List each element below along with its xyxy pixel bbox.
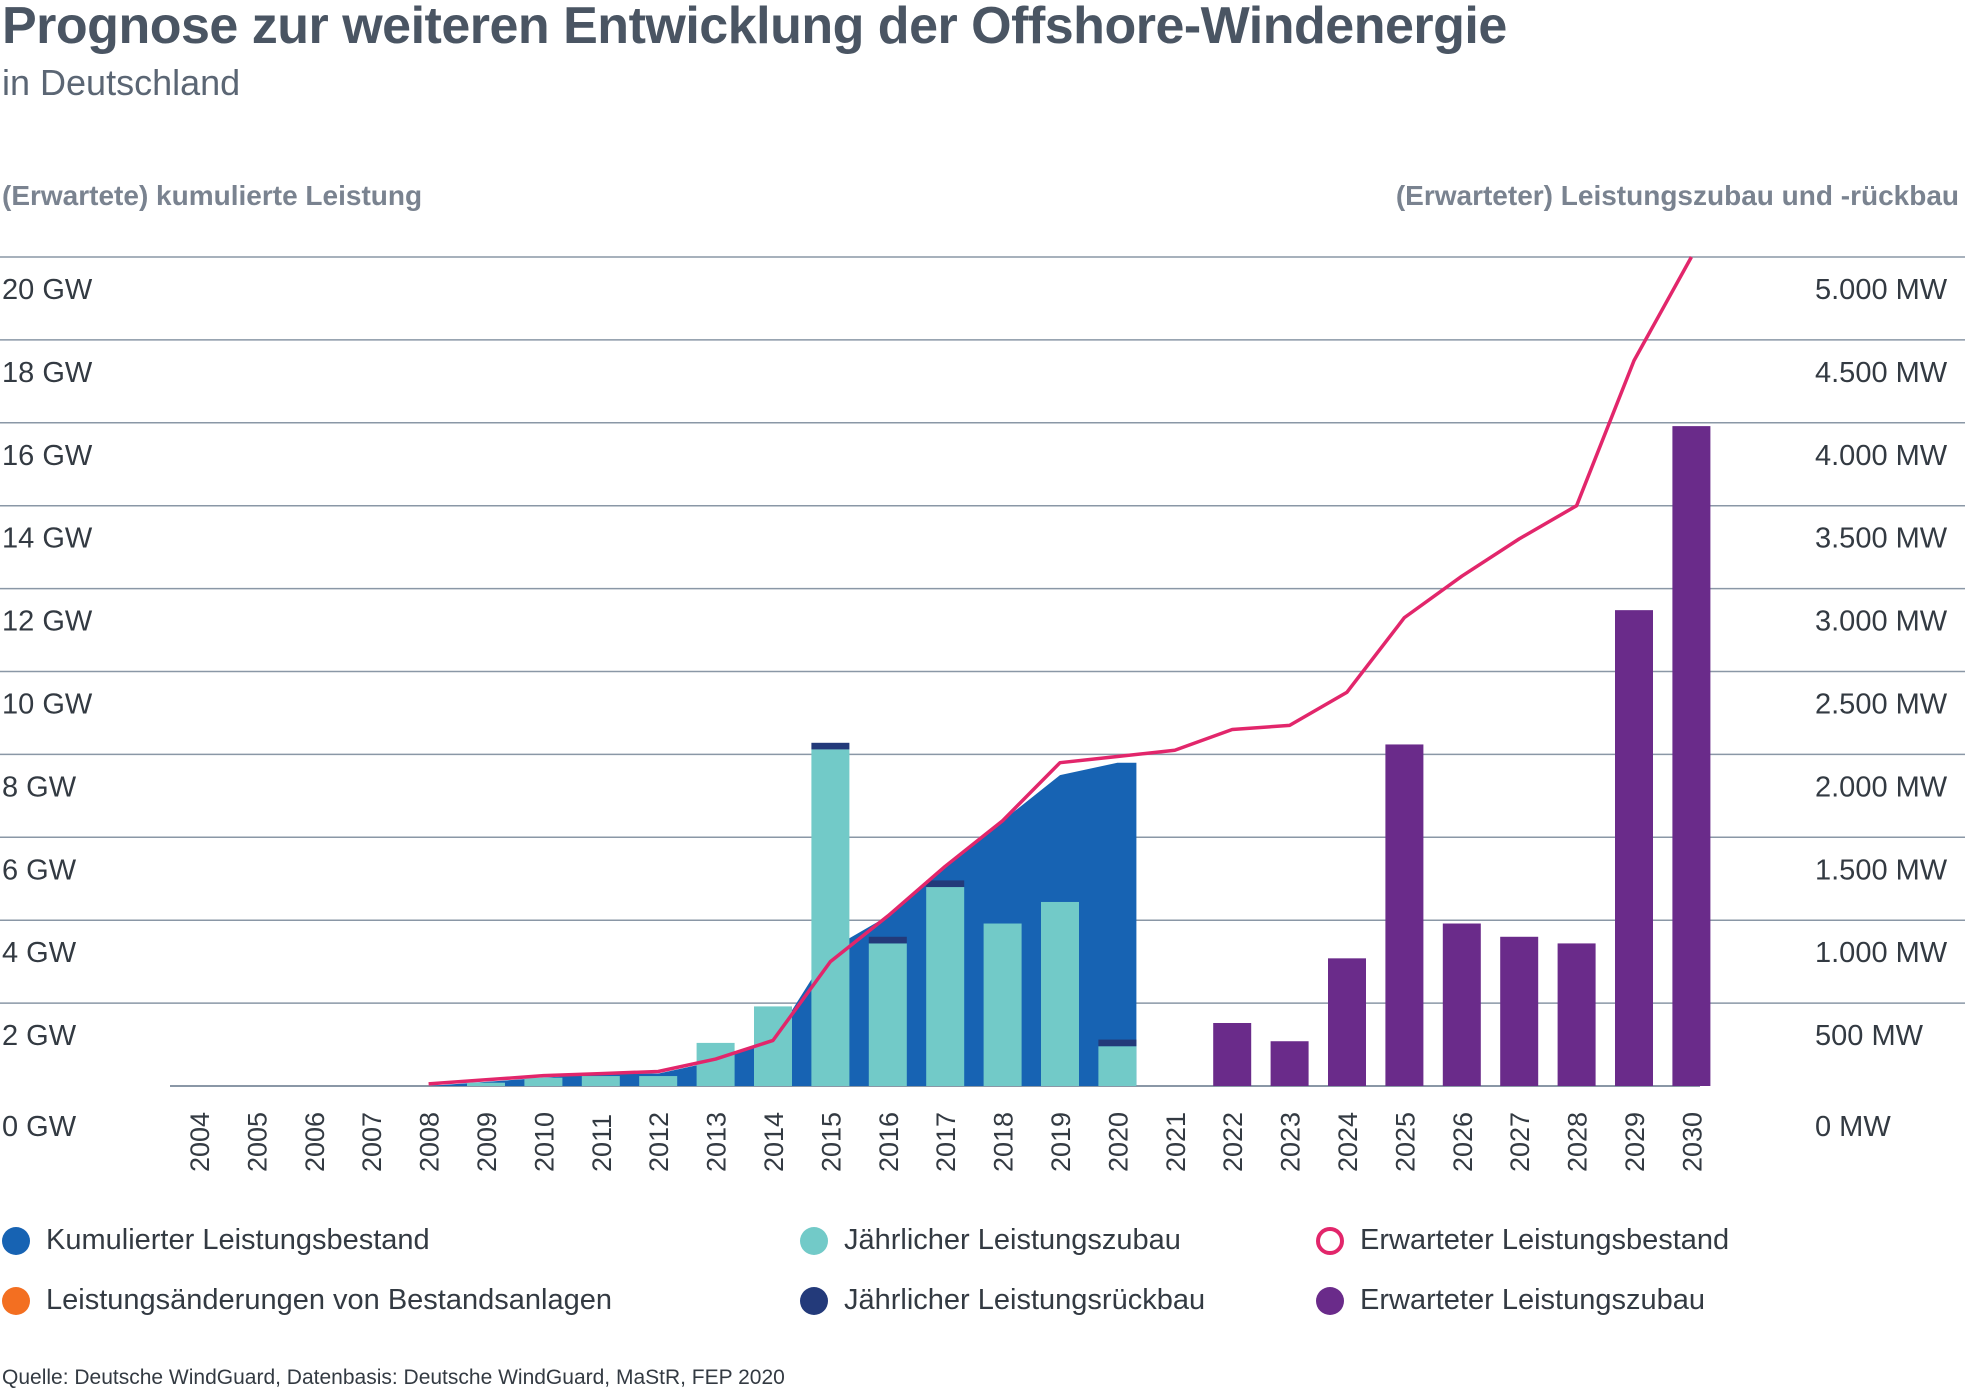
x-tick-label: 2016 [874, 1112, 904, 1172]
right-tick-label: 5.000 MW [1815, 274, 1948, 306]
x-tick-label: 2006 [300, 1112, 330, 1172]
legend-item-expected-additions: Erwarteter Leistungszubau [1316, 1284, 1705, 1317]
annual-addition-bar [581, 1076, 620, 1086]
annual-addition-bar [639, 1076, 678, 1086]
left-tick-label: 6 GW [2, 854, 77, 886]
expected-addition-bar [1213, 1022, 1252, 1086]
legend-marker-cumulative [2, 1226, 30, 1255]
legend-marker-annual-decommissioning [800, 1286, 828, 1315]
annual-addition-bar [524, 1077, 563, 1086]
legend-item-annual-decommissioning: Jährlicher Leistungsrückbau [800, 1284, 1205, 1317]
annual-decommissioning-bar [1098, 1039, 1137, 1047]
x-tick-label: 2024 [1333, 1112, 1363, 1172]
right-tick-label: 1.500 MW [1815, 854, 1948, 886]
right-tick-label: 3.000 MW [1815, 606, 1948, 638]
annual-addition-bar [811, 749, 850, 1086]
annual-addition-bar [926, 887, 965, 1086]
x-tick-label: 2022 [1218, 1112, 1248, 1172]
x-tick-label: 2017 [931, 1112, 961, 1172]
legend-item-changes-existing: Leistungsänderungen von Bestandsanlagen [2, 1284, 612, 1317]
left-tick-label: 2 GW [2, 1020, 77, 1052]
expected-stock-line [428, 256, 1693, 1086]
x-tick-label: 2008 [415, 1112, 445, 1172]
annual-addition-bar [868, 943, 907, 1086]
annual-decommissioning-bar [926, 880, 965, 888]
annual-decommissioning-bar [811, 742, 850, 750]
left-tick-label: 18 GW [2, 357, 93, 389]
left-tick-label: 0 GW [2, 1111, 77, 1143]
annual-addition-bar [1098, 1046, 1137, 1086]
x-tick-label: 2019 [1046, 1112, 1076, 1172]
right-axis-title: (Erwarteter) Leistungszubau und -rückbau [1395, 180, 1959, 211]
x-tick-label: 2027 [1505, 1112, 1535, 1172]
expected-addition-bar [1442, 923, 1481, 1086]
legend-label-cumulative: Kumulierter Leistungsbestand [46, 1224, 430, 1256]
expected-addition-bar [1500, 936, 1539, 1086]
chart-title: Prognose zur weiteren Entwicklung der Of… [2, 0, 1507, 55]
x-tick-label: 2015 [816, 1112, 846, 1172]
right-tick-label: 500 MW [1815, 1020, 1924, 1052]
annual-addition-bar [467, 1082, 505, 1086]
x-tick-label: 2026 [1448, 1112, 1478, 1172]
expected-addition-bar [1385, 744, 1424, 1086]
expected-addition-bar [1615, 610, 1653, 1086]
expected-addition-bar [1328, 958, 1366, 1086]
x-tick-label: 2025 [1390, 1112, 1420, 1172]
legend-marker-expected-stock [1316, 1226, 1344, 1255]
x-tick-label: 2004 [185, 1112, 215, 1172]
left-tick-label: 16 GW [2, 440, 93, 472]
legend-label-expected-additions: Erwarteter Leistungszubau [1360, 1284, 1705, 1316]
chart-subtitle: in Deutschland [2, 62, 241, 103]
legend-label-expected-stock: Erwarteter Leistungsbestand [1360, 1224, 1730, 1256]
x-tick-label: 2021 [1161, 1112, 1191, 1172]
chart-canvas: 0 GW 2 GW 4 GW 6 GW 8 GW 10 GW 12 GW 14 GW 16 GW… [0, 256, 1965, 1172]
x-tick-label: 2029 [1620, 1112, 1650, 1172]
expected-addition-bar [1557, 943, 1596, 1086]
x-tick-label: 2030 [1677, 1112, 1707, 1172]
legend-marker-annual-additions [800, 1226, 828, 1255]
annual-addition-bar [983, 923, 1022, 1086]
legend-item-cumulative: Kumulierter Leistungsbestand [2, 1224, 430, 1257]
legend-marker-changes-existing [2, 1286, 30, 1315]
legend-item-annual-additions: Jährlicher Leistungszubau [800, 1224, 1181, 1257]
right-tick-label: 2.000 MW [1815, 771, 1948, 803]
legend-label-changes-existing: Leistungsänderungen von Bestandsanlagen [46, 1284, 612, 1316]
legend-item-expected-stock: Erwarteter Leistungsbestand [1316, 1224, 1729, 1257]
x-tick-label: 2020 [1103, 1112, 1133, 1172]
source-note: Quelle: Deutsche WindGuard, Datenbasis: … [2, 1366, 785, 1389]
right-tick-label: 0 MW [1815, 1111, 1891, 1143]
right-tick-label: 3.500 MW [1815, 523, 1948, 555]
right-tick-label: 2.500 MW [1815, 689, 1948, 721]
x-tick-label: 2009 [472, 1112, 502, 1172]
left-axis-title: (Erwartete) kumulierte Leistung [2, 180, 423, 211]
left-tick-label: 20 GW [2, 274, 93, 306]
annual-decommissioning-bar [868, 936, 907, 944]
legend-label-annual-additions: Jährlicher Leistungszubau [844, 1224, 1181, 1256]
left-tick-label: 12 GW [2, 606, 93, 638]
x-tick-label: 2018 [989, 1112, 1019, 1172]
x-tick-label: 2013 [702, 1112, 732, 1172]
legend-marker-expected-additions [1316, 1286, 1344, 1315]
left-tick-label: 8 GW [2, 771, 77, 803]
x-tick-label: 2023 [1276, 1112, 1306, 1172]
right-tick-label: 1.000 MW [1815, 937, 1948, 969]
x-tick-label: 2005 [242, 1112, 272, 1172]
left-tick-label: 10 GW [2, 689, 93, 721]
x-tick-label: 2028 [1563, 1112, 1593, 1172]
x-tick-label: 2010 [529, 1112, 559, 1172]
x-tick-label: 2007 [357, 1112, 387, 1172]
x-tick-label: 2011 [587, 1114, 617, 1172]
expected-addition-bar [1672, 426, 1711, 1087]
annual-addition-bar [1041, 901, 1079, 1086]
x-tick-label: 2012 [644, 1112, 674, 1172]
expected-addition-bar [1270, 1041, 1309, 1086]
right-tick-label: 4.000 MW [1815, 440, 1948, 472]
legend-label-annual-decommissioning: Jährlicher Leistungsrückbau [844, 1284, 1206, 1316]
annual-addition-bar [696, 1042, 735, 1086]
right-tick-label: 4.500 MW [1815, 357, 1948, 389]
left-tick-label: 14 GW [2, 523, 93, 555]
left-tick-label: 4 GW [2, 937, 77, 969]
x-tick-label: 2014 [759, 1112, 789, 1172]
